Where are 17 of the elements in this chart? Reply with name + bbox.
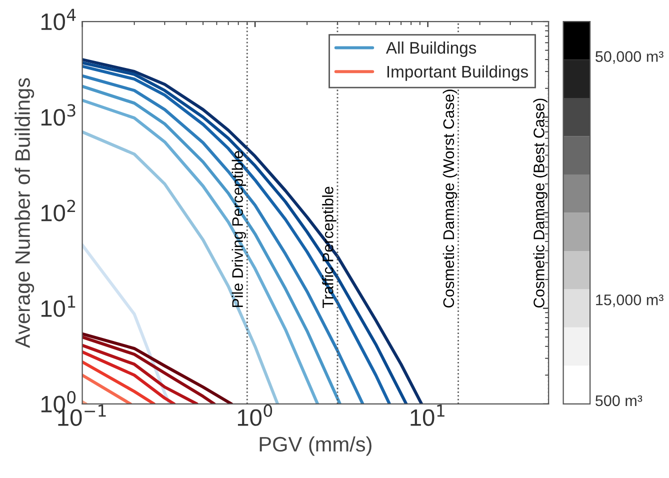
ref-line-label: Cosmetic Damage (Worst Case) — [442, 90, 458, 308]
ref-line-label: Traffic Perceptible — [322, 186, 336, 308]
y-axis-title: Average Number of Buildings — [14, 78, 34, 348]
y-tick-label: 10$^{1}$ — [41, 296, 76, 317]
ref-line-label: Pile Driving Perceptible — [232, 151, 246, 308]
y-tick-label: 10$^{2}$ — [41, 200, 75, 222]
color-bar-label: 15,000 m³ — [596, 294, 664, 308]
x-axis-title: PGV (mm/s) — [260, 436, 372, 456]
ref-line-label: Cosmetic Damage (Best Case) — [533, 98, 548, 308]
color-bar-label: 50,000 m³ — [596, 51, 664, 64]
x-tick-label: 10$^{0}$ — [238, 404, 272, 426]
y-tick-label: 10$^{4}$ — [41, 8, 76, 30]
y-tick-label: 10$^{3}$ — [41, 104, 76, 126]
legend-label: All Buildings — [386, 42, 476, 58]
x-tick-label: 10$^{1}$ — [410, 404, 444, 426]
legend-label: Important Buildings — [387, 65, 528, 81]
color-bar-label: 500 m³ — [596, 395, 642, 406]
